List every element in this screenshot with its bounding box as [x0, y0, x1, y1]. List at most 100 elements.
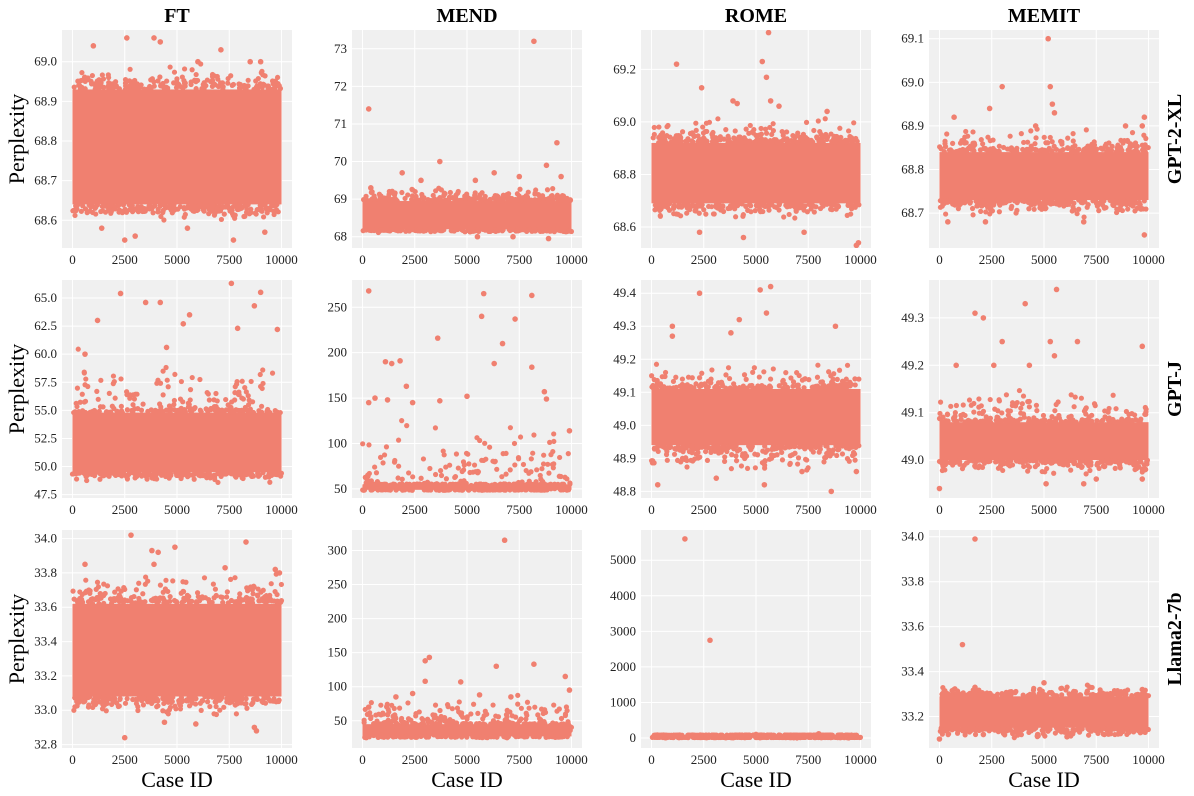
data-point [1045, 140, 1051, 146]
data-point [665, 122, 671, 129]
data-point [995, 465, 1002, 471]
data-point [389, 196, 396, 203]
y-tick-label: 68.9 [901, 118, 924, 133]
data-point [811, 209, 817, 215]
data-point [728, 466, 734, 472]
data-point [461, 481, 467, 487]
data-point [101, 469, 107, 475]
data-point [256, 598, 262, 604]
outlier-point [855, 239, 862, 246]
column-title-memit: MEMIT [1008, 5, 1081, 27]
data-point [976, 396, 982, 402]
data-point [829, 386, 835, 392]
y-tick-label: 200 [328, 611, 348, 626]
x-tick-label: 5000 [743, 252, 769, 267]
data-point [134, 471, 140, 478]
data-point [651, 377, 657, 383]
data-point [808, 443, 814, 449]
data-point [234, 381, 240, 387]
data-point [551, 438, 557, 445]
data-point [367, 710, 373, 716]
data-point [1084, 204, 1090, 210]
data-point [1113, 209, 1120, 216]
outlier-point [276, 570, 283, 576]
data-point [255, 586, 261, 592]
data-point [822, 455, 828, 461]
data-point [261, 695, 268, 701]
outlier-point [698, 84, 705, 91]
data-point [116, 595, 122, 601]
data-point [213, 699, 219, 705]
y-axis-label: Perplexity [4, 94, 29, 184]
data-point [461, 462, 467, 468]
data-point [528, 469, 534, 475]
data-point [154, 704, 160, 710]
x-tick-label: 2500 [402, 752, 428, 767]
data-point [490, 702, 496, 708]
data-point [661, 384, 667, 390]
data-point [1025, 139, 1031, 145]
outlier-point [124, 35, 130, 41]
scatter-points [360, 288, 573, 493]
outlier-point [365, 288, 372, 294]
data-point [1041, 134, 1047, 140]
data-point [472, 196, 478, 202]
data-point [548, 726, 554, 732]
data-point [1021, 148, 1027, 154]
data-point [474, 726, 480, 732]
data-point [1111, 202, 1117, 209]
scatter-points [70, 35, 284, 243]
x-tick-label: 10000 [1132, 252, 1165, 267]
data-point [837, 136, 843, 143]
outlier-point [234, 325, 241, 332]
data-point [834, 452, 840, 459]
data-point [1070, 138, 1076, 144]
outlier-point [491, 360, 497, 367]
data-point [73, 203, 79, 209]
data-point [136, 580, 142, 586]
data-point [161, 217, 167, 223]
data-point [243, 696, 249, 702]
x-tick-label: 7500 [506, 752, 532, 767]
data-point [376, 721, 382, 727]
data-point [751, 365, 757, 371]
data-point [246, 397, 252, 403]
data-point [167, 704, 174, 710]
data-point [510, 721, 516, 727]
data-point [824, 134, 831, 140]
data-point [484, 226, 490, 233]
data-point [980, 141, 986, 147]
data-point [399, 476, 405, 482]
data-point [171, 69, 178, 75]
data-point [174, 407, 180, 414]
data-point [747, 122, 753, 129]
x-tick-label: 7500 [216, 252, 242, 267]
data-point [221, 211, 227, 217]
data-point [247, 584, 254, 590]
data-point [983, 209, 989, 215]
data-point [83, 577, 89, 583]
data-point [500, 481, 507, 487]
outlier-point [763, 310, 770, 316]
data-point [711, 211, 717, 217]
data-point [527, 481, 533, 487]
outlier-point [193, 721, 199, 727]
y-tick-label: 33.0 [34, 702, 57, 717]
data-point [138, 82, 144, 88]
data-point [381, 452, 388, 458]
data-point [762, 126, 769, 132]
data-point [427, 465, 433, 472]
data-point [1044, 465, 1050, 472]
data-point [495, 714, 502, 720]
data-point [656, 139, 662, 146]
outlier-point [1051, 353, 1058, 359]
outlier-point [94, 317, 101, 324]
data-point [494, 466, 500, 472]
x-tick-label: 7500 [1083, 252, 1109, 267]
data-point [269, 202, 275, 208]
data-point [488, 733, 494, 740]
outlier-point [251, 724, 258, 731]
data-point [377, 228, 383, 234]
data-point [127, 66, 133, 72]
